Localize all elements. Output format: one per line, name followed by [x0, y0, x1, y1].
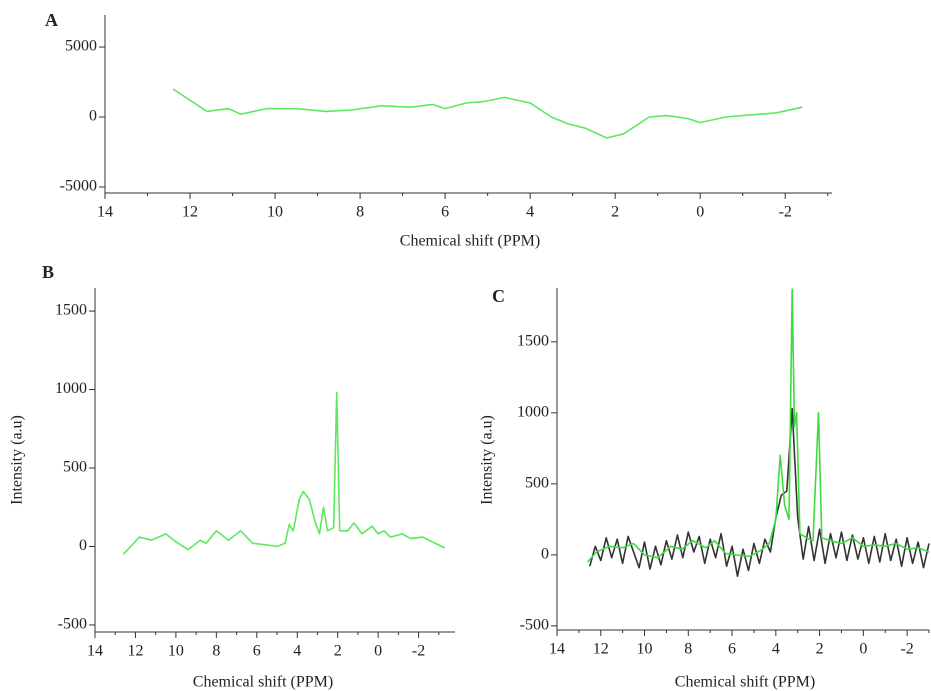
x-tick-label: 4	[293, 643, 301, 660]
panel-label: B	[42, 262, 54, 282]
x-tick-label: 10	[267, 204, 283, 221]
y-tick-label: 0	[89, 108, 97, 125]
x-tick-label: 4	[526, 204, 534, 221]
x-tick-label: -2	[779, 204, 792, 221]
y-axis-label: Intensity (a.u)	[9, 415, 26, 505]
y-tick-label: 0	[541, 546, 549, 563]
y-tick-label: 1000	[517, 404, 549, 421]
x-tick-label: 4	[772, 641, 780, 658]
x-tick-label: 8	[212, 643, 220, 660]
y-tick-label: 1500	[55, 302, 87, 319]
x-tick-label: 6	[253, 643, 261, 660]
x-tick-label: 10	[168, 643, 184, 660]
panel-label: C	[492, 286, 505, 306]
y-tick-label: 1500	[517, 332, 549, 349]
x-tick-label: -2	[412, 643, 425, 660]
spectrum-line	[172, 88, 803, 139]
spectrum-line	[122, 391, 446, 555]
x-axis-label: Chemical shift (PPM)	[675, 674, 815, 691]
y-tick-label: -500	[58, 616, 87, 633]
x-tick-label: 0	[859, 641, 867, 658]
panel-label: A	[45, 10, 58, 30]
x-tick-label: 14	[97, 204, 113, 221]
x-tick-label: 14	[87, 643, 103, 660]
x-tick-label: 6	[441, 204, 449, 221]
y-tick-label: -500	[520, 617, 549, 634]
x-tick-label: -2	[900, 641, 913, 658]
x-tick-label: 10	[637, 641, 653, 658]
x-tick-label: 14	[549, 641, 565, 658]
x-tick-label: 2	[334, 643, 342, 660]
x-axis-label: Chemical shift (PPM)	[400, 233, 540, 250]
x-tick-label: 0	[374, 643, 382, 660]
x-tick-label: 12	[127, 643, 143, 660]
x-tick-label: 2	[816, 641, 824, 658]
x-tick-label: 2	[611, 204, 619, 221]
y-tick-label: 1000	[55, 380, 87, 397]
x-tick-label: 0	[696, 204, 704, 221]
y-tick-label: 500	[63, 459, 87, 476]
x-tick-label: 8	[684, 641, 692, 658]
x-axis-label: Chemical shift (PPM)	[193, 674, 333, 691]
y-tick-label: 5000	[65, 38, 97, 55]
y-tick-label: 0	[79, 537, 87, 554]
x-tick-label: 8	[356, 204, 364, 221]
x-tick-label: 12	[593, 641, 609, 658]
y-tick-label: 500	[525, 475, 549, 492]
x-tick-label: 12	[182, 204, 198, 221]
y-tick-label: -5000	[60, 178, 97, 195]
spectrum-line	[586, 288, 930, 563]
y-axis-label: Intensity (a.u)	[479, 415, 496, 505]
x-tick-label: 6	[728, 641, 736, 658]
